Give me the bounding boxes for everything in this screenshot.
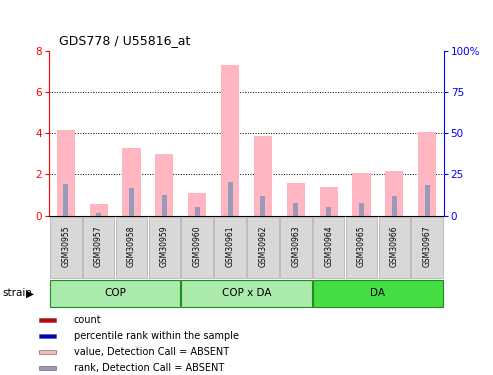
- Text: GSM30965: GSM30965: [357, 225, 366, 267]
- Bar: [418, 132, 436, 216]
- Bar: [39, 350, 56, 354]
- FancyBboxPatch shape: [181, 280, 312, 307]
- Bar: [352, 173, 371, 216]
- FancyBboxPatch shape: [83, 217, 114, 278]
- FancyBboxPatch shape: [412, 217, 443, 278]
- Bar: [39, 366, 56, 370]
- Bar: [425, 184, 430, 216]
- Bar: [260, 196, 265, 216]
- Text: GSM30958: GSM30958: [127, 225, 136, 267]
- Text: GSM30966: GSM30966: [390, 225, 399, 267]
- Bar: [221, 65, 239, 216]
- Bar: [293, 203, 298, 216]
- Text: COP x DA: COP x DA: [222, 288, 271, 298]
- Text: GSM30959: GSM30959: [160, 225, 169, 267]
- Bar: [326, 207, 331, 216]
- FancyBboxPatch shape: [379, 217, 410, 278]
- Bar: [392, 196, 397, 216]
- Text: rank, Detection Call = ABSENT: rank, Detection Call = ABSENT: [74, 363, 224, 373]
- Text: DA: DA: [370, 288, 386, 298]
- FancyBboxPatch shape: [247, 217, 279, 278]
- Text: strain: strain: [2, 288, 33, 298]
- Text: ▶: ▶: [26, 288, 34, 298]
- FancyBboxPatch shape: [148, 217, 180, 278]
- Bar: [96, 213, 101, 216]
- Bar: [122, 148, 141, 216]
- Bar: [386, 171, 403, 216]
- Text: GDS778 / U55816_at: GDS778 / U55816_at: [59, 34, 190, 47]
- Text: GSM30961: GSM30961: [226, 225, 235, 267]
- Text: COP: COP: [104, 288, 126, 298]
- Bar: [228, 182, 233, 216]
- FancyBboxPatch shape: [181, 217, 213, 278]
- Text: value, Detection Call = ABSENT: value, Detection Call = ABSENT: [74, 347, 229, 357]
- Bar: [129, 188, 134, 216]
- FancyBboxPatch shape: [346, 217, 377, 278]
- FancyBboxPatch shape: [214, 217, 246, 278]
- Text: GSM30967: GSM30967: [423, 225, 432, 267]
- Bar: [155, 154, 174, 216]
- Bar: [39, 334, 56, 338]
- Text: count: count: [74, 315, 102, 325]
- Bar: [90, 204, 107, 216]
- Text: GSM30957: GSM30957: [94, 225, 103, 267]
- Bar: [63, 184, 68, 216]
- Bar: [39, 318, 56, 322]
- Bar: [359, 203, 364, 216]
- Text: GSM30955: GSM30955: [61, 225, 70, 267]
- Bar: [188, 193, 206, 216]
- Bar: [254, 136, 272, 216]
- Text: percentile rank within the sample: percentile rank within the sample: [74, 331, 239, 341]
- FancyBboxPatch shape: [50, 280, 180, 307]
- Text: GSM30962: GSM30962: [258, 225, 267, 267]
- FancyBboxPatch shape: [280, 217, 312, 278]
- Text: GSM30963: GSM30963: [291, 225, 300, 267]
- FancyBboxPatch shape: [50, 217, 81, 278]
- Bar: [319, 187, 338, 216]
- Text: GSM30964: GSM30964: [324, 225, 333, 267]
- Text: GSM30960: GSM30960: [193, 225, 202, 267]
- FancyBboxPatch shape: [313, 217, 345, 278]
- FancyBboxPatch shape: [116, 217, 147, 278]
- Bar: [287, 183, 305, 216]
- Bar: [57, 130, 75, 216]
- FancyBboxPatch shape: [313, 280, 443, 307]
- Bar: [162, 195, 167, 216]
- Bar: [195, 207, 200, 216]
